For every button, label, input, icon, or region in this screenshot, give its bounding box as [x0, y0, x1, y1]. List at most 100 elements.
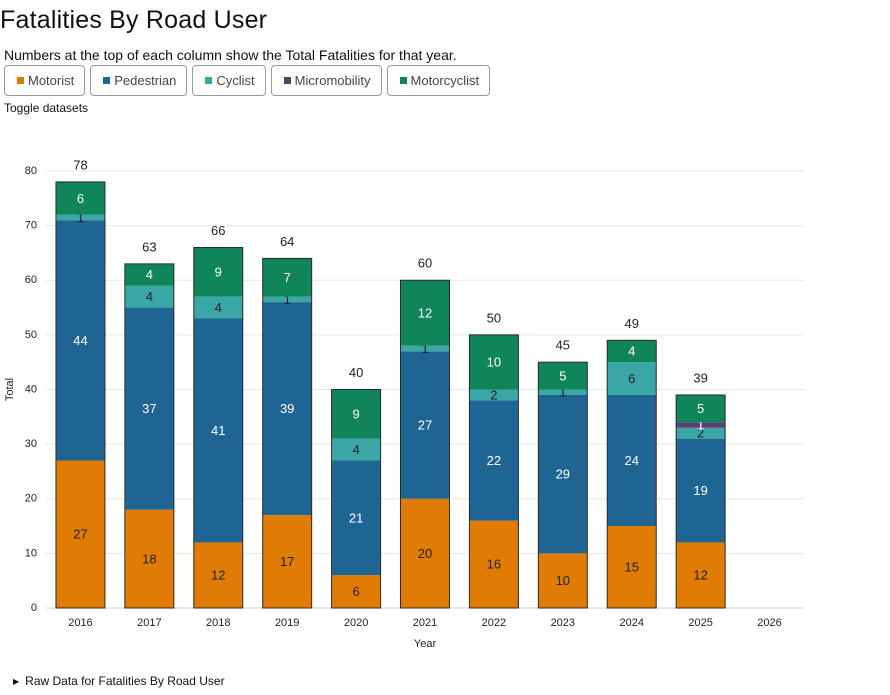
bar-value-label: 1 — [559, 385, 566, 400]
y-tick-label: 10 — [25, 547, 37, 559]
total-label: 49 — [624, 316, 638, 331]
legend-toggle-motorist[interactable]: Motorist — [4, 65, 86, 96]
legend-toggle-micromobility[interactable]: Micromobility — [270, 65, 382, 96]
bar-value-label: 6 — [77, 191, 84, 206]
bar-segment-motorcyclist — [124, 263, 174, 286]
x-tick-label: 2026 — [757, 617, 781, 629]
bar-value-label: 27 — [73, 527, 87, 542]
bar-segment-motorcyclist — [607, 340, 657, 363]
bar-value-label: 4 — [215, 300, 222, 315]
bar-value-label: 37 — [142, 401, 156, 416]
bar-value-label: 15 — [624, 559, 638, 574]
y-axis-title: Total — [4, 378, 16, 401]
legend-label-pedestrian: Pedestrian — [114, 73, 177, 88]
bar-value-label: 6 — [628, 371, 635, 386]
bar-value-label: 5 — [559, 368, 566, 383]
bar-outline — [606, 339, 657, 609]
bar-outline — [400, 279, 450, 609]
bar-segment-motorist — [331, 575, 381, 608]
bar-outline — [331, 389, 382, 609]
bar-outline — [193, 246, 244, 609]
total-label: 63 — [142, 239, 156, 254]
page-title: Fatalities By Road User — [0, 6, 268, 34]
bar-segment-motorcyclist — [469, 334, 519, 390]
legend-label-cyclist: Cyclist — [216, 73, 255, 88]
bar-value-label: 17 — [280, 554, 294, 569]
pedestrian-swatch-icon — [103, 77, 111, 84]
total-label: 45 — [556, 338, 570, 353]
bar-value-label: 4 — [628, 344, 635, 359]
bar-segment-cyclist — [538, 389, 588, 395]
bar-value-label: 27 — [418, 417, 432, 432]
bar-segment-pedestrian — [262, 302, 312, 516]
bar-value-label: 20 — [418, 546, 432, 561]
bar-outline — [262, 257, 313, 609]
bar-value-label: 1 — [421, 341, 428, 356]
y-tick-label: 60 — [25, 274, 37, 286]
bar-value-label: 5 — [697, 401, 704, 416]
legend-label-micromobility: Micromobility — [294, 73, 371, 88]
bar-value-label: 16 — [487, 557, 501, 572]
bar-segment-motorist — [676, 542, 726, 608]
bar-value-label: 6 — [352, 584, 359, 599]
bar-segment-motorist — [124, 509, 174, 608]
legend-toggle-cyclist[interactable]: Cyclist — [192, 65, 266, 96]
total-label: 50 — [487, 310, 501, 325]
bar-segment-motorist — [469, 520, 519, 608]
bar-segment-motorist — [262, 515, 312, 608]
chart-description: Numbers at the top of each column show t… — [4, 47, 457, 63]
bar-value-label: 7 — [284, 270, 291, 285]
bar-value-label: 1 — [77, 210, 84, 225]
x-tick-label: 2025 — [688, 617, 712, 629]
bar-segment-micromobility — [676, 422, 726, 428]
bar-value-label: 2 — [697, 426, 704, 441]
bar-value-label: 4 — [352, 442, 359, 457]
bar-value-label: 10 — [556, 573, 570, 588]
legend-toggle-pedestrian[interactable]: Pedestrian — [90, 65, 188, 96]
bar-value-label: 12 — [211, 568, 225, 583]
bar-segment-motorist — [193, 542, 243, 608]
bar-value-label: 4 — [146, 267, 153, 282]
y-tick-label: 0 — [31, 602, 37, 614]
y-tick-label: 40 — [25, 383, 37, 395]
bar-segment-cyclist — [400, 345, 450, 352]
bar-segment-cyclist — [607, 362, 657, 395]
bar-segment-pedestrian — [124, 307, 174, 510]
y-tick-label: 80 — [25, 165, 37, 177]
bar-value-label: 4 — [146, 289, 153, 304]
bar-segment-pedestrian — [55, 220, 105, 461]
bar-value-label: 1 — [284, 292, 291, 307]
total-label: 39 — [693, 370, 707, 385]
disclosure-triangle-icon: ▶ — [13, 677, 20, 686]
bar-segment-cyclist — [676, 427, 726, 439]
bar-outline — [675, 394, 726, 609]
bar-segment-motorcyclist — [55, 181, 105, 215]
x-tick-label: 2022 — [482, 617, 506, 629]
x-tick-label: 2017 — [137, 617, 161, 629]
bar-segment-pedestrian — [193, 318, 243, 543]
micromobility-swatch-icon — [283, 77, 291, 84]
bar-value-label: 22 — [487, 453, 501, 468]
bar-value-label: 2 — [490, 387, 497, 402]
total-label: 66 — [211, 223, 225, 238]
bar-segment-motorcyclist — [331, 389, 381, 439]
bar-value-label: 12 — [418, 305, 432, 320]
bar-segment-motorcyclist — [262, 258, 312, 297]
bar-value-label: 29 — [556, 467, 570, 482]
bar-segment-motorcyclist — [400, 280, 450, 346]
bar-value-label: 12 — [693, 568, 707, 583]
x-axis-title: Year — [414, 638, 437, 650]
x-tick-label: 2019 — [275, 617, 299, 629]
bar-segment-pedestrian — [400, 351, 450, 499]
x-tick-label: 2023 — [551, 617, 575, 629]
total-label: 60 — [418, 256, 432, 271]
x-tick-label: 2016 — [68, 617, 92, 629]
bar-value-label: 24 — [624, 453, 638, 468]
total-label: 40 — [349, 365, 363, 380]
bar-value-label: 39 — [280, 401, 294, 416]
bar-segment-motorist — [400, 498, 450, 608]
legend-toggle-motorcyclist[interactable]: Motorcyclist — [386, 65, 491, 96]
bar-segment-cyclist — [262, 296, 312, 303]
raw-data-disclosure[interactable]: ▶ Raw Data for Fatalities By Road User — [13, 674, 225, 688]
motorist-swatch-icon — [17, 77, 24, 84]
